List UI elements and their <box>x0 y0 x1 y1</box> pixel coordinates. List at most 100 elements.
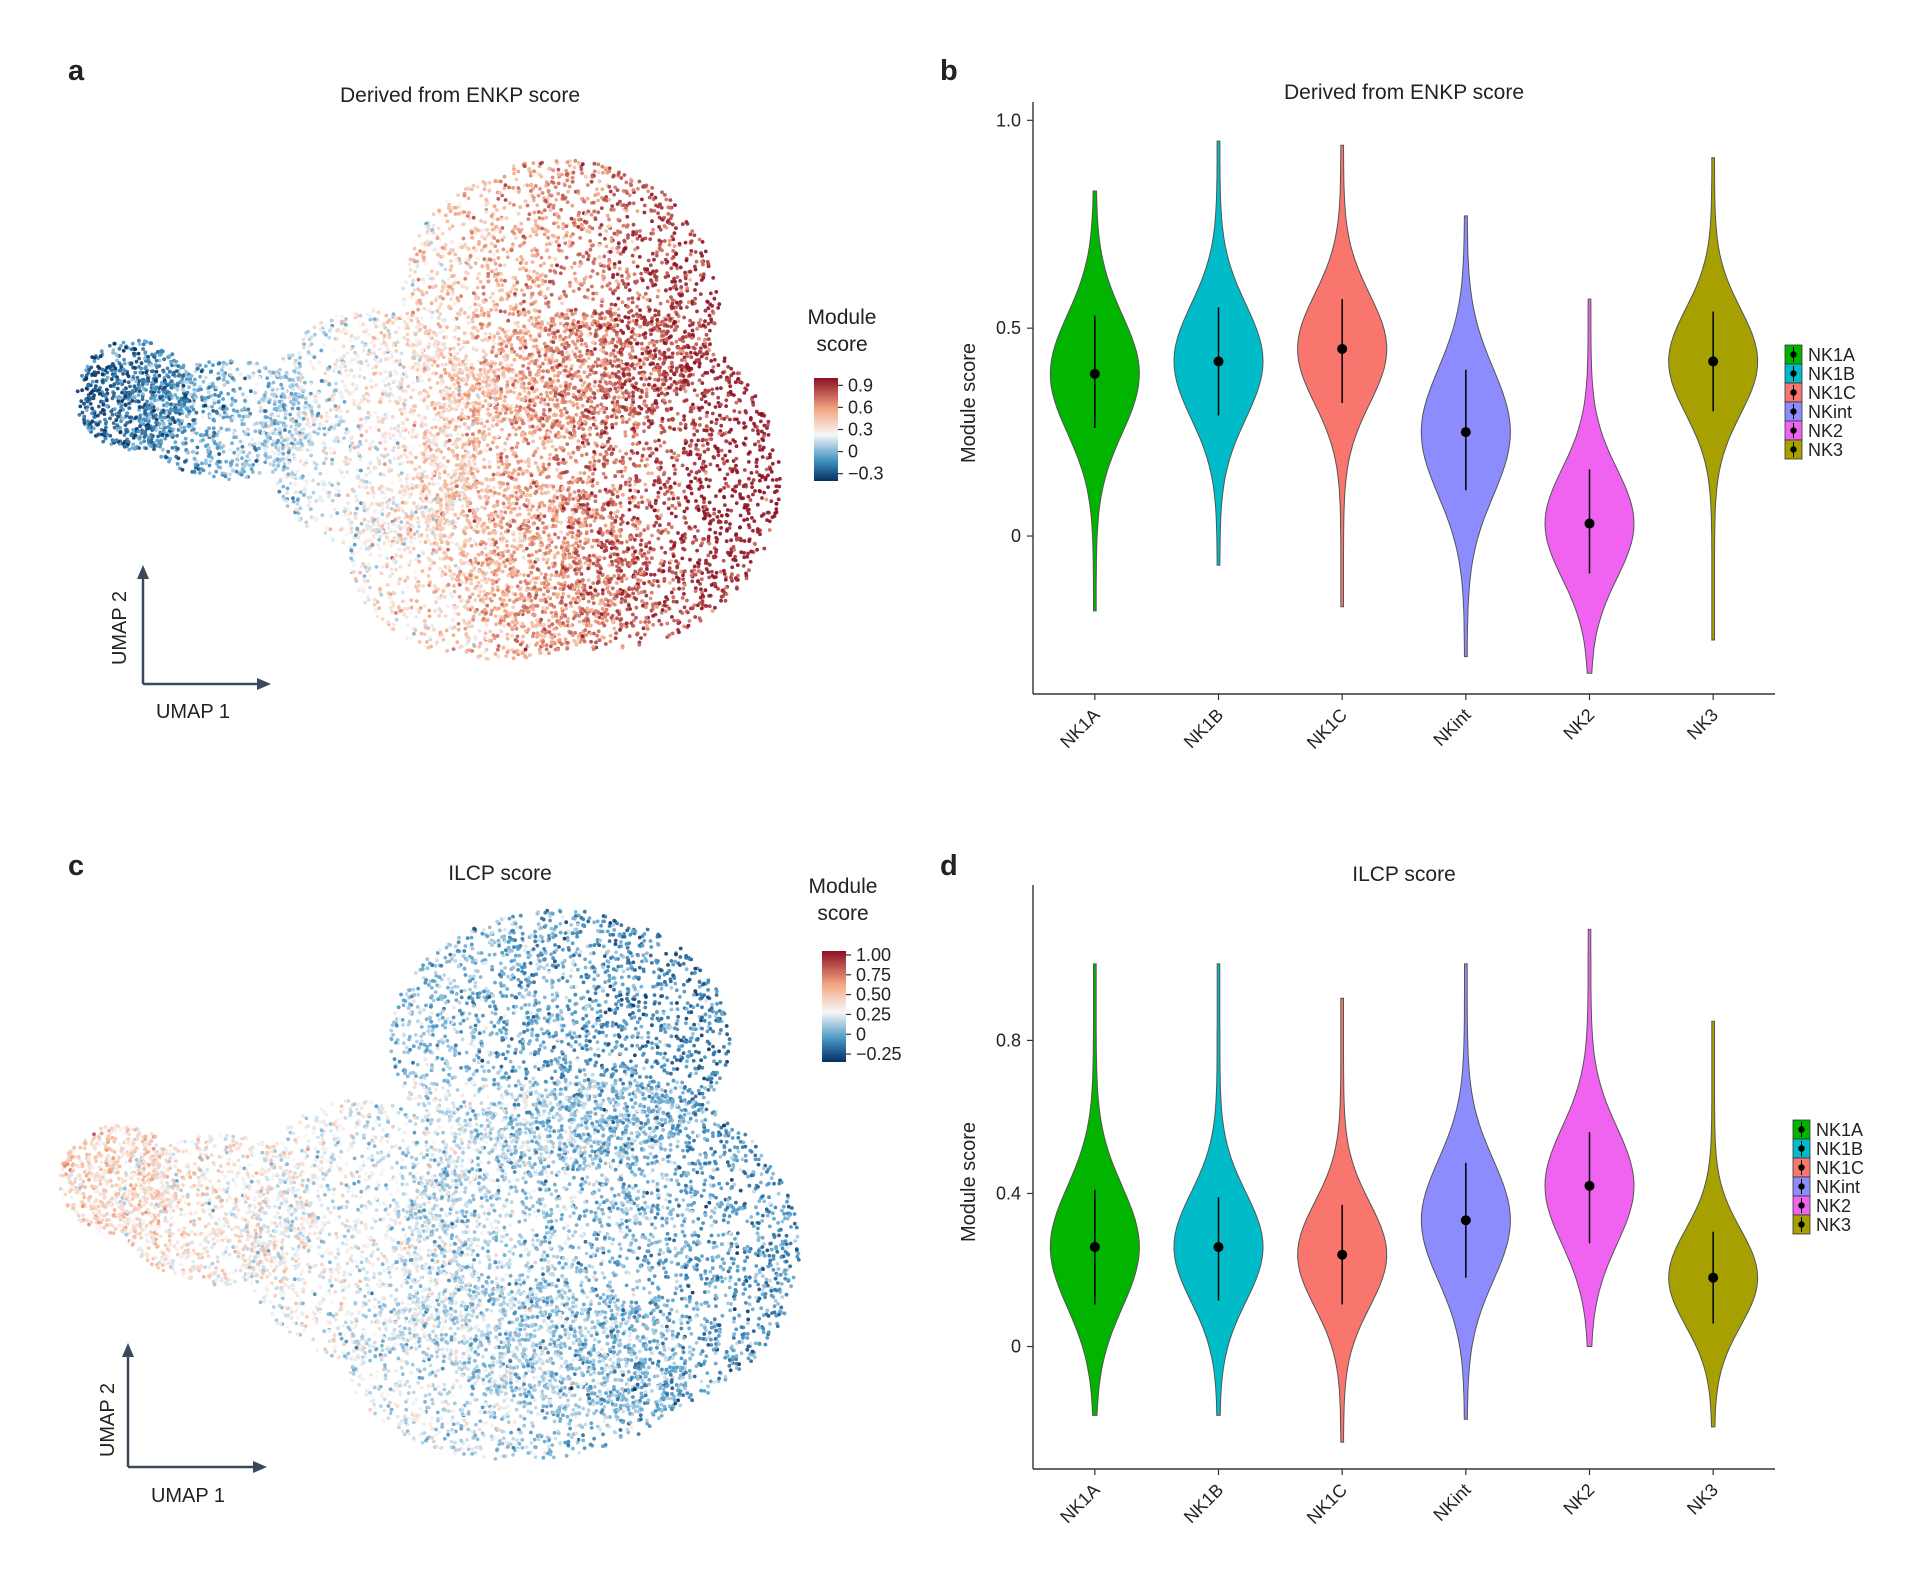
colorbar-c-title-2: score <box>817 902 868 925</box>
panel-a: a Derived from ENKP score UMAP 1 UMAP 2 … <box>68 55 884 723</box>
panel-c: c ILCP score UMAP 1 UMAP 2 Module score … <box>58 850 902 1507</box>
umap-a-x-label: UMAP 1 <box>156 701 230 723</box>
x-tick-label: NK1A <box>1056 1480 1103 1527</box>
x-tick-label: NK1C <box>1303 705 1351 753</box>
y-axis-label: Module score <box>958 1122 980 1242</box>
violin-NK1B <box>1173 963 1264 1416</box>
legend-label-NK1C: NK1C <box>1808 383 1856 403</box>
violin-median-NK3 <box>1708 356 1719 367</box>
colorbar-tick-label: 0 <box>848 442 858 462</box>
panel-letter-c: c <box>68 850 84 882</box>
violin-median-NK2 <box>1584 1180 1595 1191</box>
y-tick-label: 0.8 <box>996 1030 1021 1050</box>
umap-c-axes-arrows <box>122 1343 267 1473</box>
x-tick-label: NK3 <box>1683 1480 1722 1519</box>
y-tick-label: 1.0 <box>996 110 1021 130</box>
violin-median-NKint <box>1460 427 1471 438</box>
legend-label-NK2: NK2 <box>1808 421 1843 441</box>
legend-label-NK2: NK2 <box>1816 1196 1851 1216</box>
colorbar-tick-label: −0.25 <box>856 1044 902 1064</box>
colorbar-tick-label: 1.00 <box>856 945 891 965</box>
legend-swatch-dot <box>1798 1183 1805 1190</box>
violin-median-NK1C <box>1337 1249 1348 1260</box>
violin-title: ILCP score <box>1352 863 1456 886</box>
violin-NK1A <box>1049 963 1140 1416</box>
umap-a-y-label: UMAP 2 <box>109 591 131 665</box>
colorbar-tick-label: 0.3 <box>848 420 873 440</box>
legend-swatch-dot <box>1790 427 1797 434</box>
colorbar-tick-label: 0.25 <box>856 1004 891 1024</box>
x-tick-label: NK2 <box>1559 1480 1598 1519</box>
colorbar-tick-label: 0.75 <box>856 965 891 985</box>
x-tick-label: NK1C <box>1303 1480 1351 1528</box>
x-tick-label: NK1A <box>1056 705 1103 752</box>
colorbar-tick-label: 0.50 <box>856 985 891 1005</box>
violin-median-NK1A <box>1089 1242 1100 1253</box>
legend-label-NK1B: NK1B <box>1808 364 1855 384</box>
legend-swatch-dot <box>1790 389 1797 396</box>
violin-title: Derived from ENKP score <box>1284 81 1524 104</box>
legend-swatch-dot <box>1798 1126 1805 1133</box>
legend-swatch-dot <box>1798 1164 1805 1171</box>
colorbar-c-ticks: 1.000.750.500.250−0.25 <box>846 945 902 1064</box>
panel-letter-d: d <box>940 850 958 882</box>
colorbar-a: Module score 0.90.6 0.30−0.3 <box>808 306 884 484</box>
colorbar-c: Module score 1.000.750.500.250−0.25 <box>809 875 902 1064</box>
colorbar-c-gradient <box>822 951 846 1062</box>
colorbar-c-title-1: Module <box>809 875 878 898</box>
y-tick-label: 0 <box>1011 526 1021 546</box>
legend-swatch-dot <box>1790 446 1797 453</box>
violin-median-NK1B <box>1213 1242 1224 1253</box>
colorbar-a-title-1: Module <box>808 306 877 329</box>
x-tick-label: NK2 <box>1559 705 1598 744</box>
colorbar-a-title-2: score <box>816 333 867 356</box>
panel-letter-a: a <box>68 55 85 87</box>
violin-chart-b: Derived from ENKP score 0 0.5 1.0 Module sco… <box>958 81 1856 753</box>
umap-a-title: Derived from ENKP score <box>340 84 580 107</box>
umap-c-scatter <box>58 908 801 1461</box>
legend-swatch-dot <box>1790 408 1797 415</box>
legend-label-NKint: NKint <box>1816 1177 1860 1197</box>
x-tick-label: NKint <box>1429 1480 1474 1525</box>
colorbar-a-gradient <box>814 378 838 481</box>
colorbar-a-ticks: 0.90.6 0.30−0.3 <box>838 375 884 484</box>
umap-c-x-label: UMAP 1 <box>151 1485 225 1507</box>
violin-median-NK1B <box>1213 356 1224 367</box>
y-tick-label: 0.4 <box>996 1183 1021 1203</box>
umap-c-y-label: UMAP 2 <box>97 1383 119 1457</box>
x-tick-label: NK3 <box>1683 705 1722 744</box>
umap-a-axes-arrows <box>137 565 271 690</box>
legend-label-NK1A: NK1A <box>1808 345 1855 365</box>
y-tick-label: 0 <box>1011 1337 1021 1357</box>
x-tick-label: NK1B <box>1180 1480 1227 1527</box>
violin-NK3 <box>1668 1020 1759 1428</box>
legend-swatch-dot <box>1790 370 1797 377</box>
umap-a-scatter <box>75 158 782 661</box>
colorbar-tick-label: 0.6 <box>848 397 873 417</box>
umap-c-title: ILCP score <box>448 862 552 885</box>
legend-label-NK1B: NK1B <box>1816 1139 1863 1159</box>
violin-median-NK1C <box>1337 343 1348 354</box>
colorbar-tick-label: 0.9 <box>848 375 873 395</box>
legend-label-NK3: NK3 <box>1816 1215 1851 1235</box>
colorbar-tick-label: −0.3 <box>848 464 884 484</box>
x-tick-label: NK1B <box>1180 705 1227 752</box>
legend-swatch-dot <box>1798 1221 1805 1228</box>
violin-median-NK2 <box>1584 518 1595 529</box>
y-axis-label: Module score <box>958 343 980 463</box>
x-tick-label: NKint <box>1429 705 1474 750</box>
y-tick-label: 0.5 <box>996 318 1021 338</box>
legend-swatch-dot <box>1790 351 1797 358</box>
legend-label-NK1C: NK1C <box>1816 1158 1864 1178</box>
legend-label-NK1A: NK1A <box>1816 1120 1863 1140</box>
panel-letter-b: b <box>940 55 958 87</box>
legend-label-NKint: NKint <box>1808 402 1852 422</box>
violin-median-NK1A <box>1089 368 1100 379</box>
colorbar-tick-label: 0 <box>856 1024 866 1044</box>
violin-median-NKint <box>1460 1215 1471 1226</box>
panel-b: b Derived from ENKP score 0 0.5 1.0 Module s… <box>940 55 1856 753</box>
legend-swatch-dot <box>1798 1202 1805 1209</box>
